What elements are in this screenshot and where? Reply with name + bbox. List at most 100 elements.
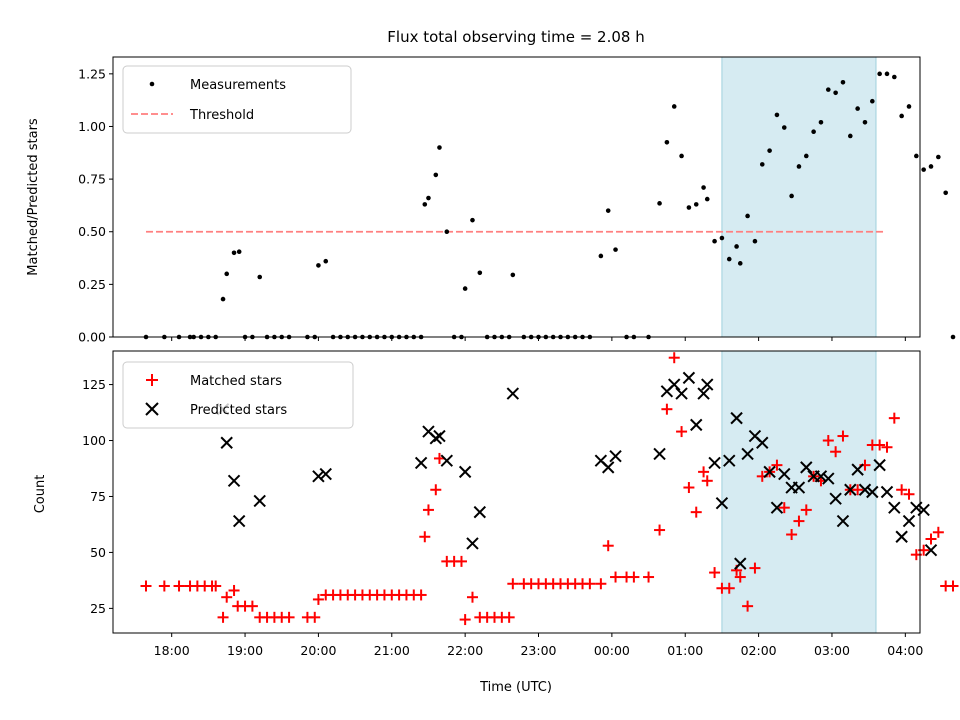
measurements-point (734, 244, 739, 249)
measurements-point (477, 270, 483, 276)
predicted-stars-point (851, 463, 864, 476)
predicted-stars-point (888, 501, 901, 514)
matched-stars-point (771, 459, 783, 471)
measurements-point (892, 74, 897, 80)
x-axis-label: Time (UTC) (479, 680, 552, 695)
matched-stars-point (246, 600, 258, 612)
matched-stars-point (459, 614, 471, 626)
matched-stars-point (628, 571, 640, 583)
x-tick-label: 04:00 (887, 643, 923, 658)
predicted-stars-point (741, 447, 754, 461)
measurements-point (462, 286, 468, 291)
ratio-legend-box (122, 65, 352, 134)
predicted-stars-point (690, 418, 703, 432)
measurements-point (701, 185, 706, 190)
matched-stars-point (283, 611, 295, 623)
x-stroke (458, 465, 472, 479)
legend-measurements-label: Measurements (190, 78, 286, 93)
x-stroke (814, 470, 828, 483)
matched-stars-point (430, 484, 442, 496)
matched-stars-point (422, 504, 434, 516)
count-y-tick-label: 50 (90, 545, 106, 560)
matched-stars-point (503, 611, 515, 623)
ratio-y-tick-label: 1.25 (78, 66, 106, 81)
measurements-point (323, 258, 329, 264)
predicted-stars-point (433, 429, 446, 443)
x-stroke (844, 483, 857, 496)
measurements-point (862, 119, 868, 125)
predicted-stars-point (715, 496, 729, 510)
count-legend-box (122, 361, 354, 429)
x-stroke (730, 411, 743, 425)
x-stroke (763, 465, 776, 479)
measurements-point (426, 195, 431, 201)
matched-stars-point (466, 591, 478, 603)
x-tick-label: 02:00 (741, 643, 777, 658)
x-stroke (756, 436, 769, 449)
x-tick-label: 23:00 (520, 643, 556, 658)
measurements-point (437, 145, 442, 150)
legend-threshold-label: Threshold (189, 108, 254, 123)
x-stroke (675, 387, 688, 400)
x-stroke (741, 447, 754, 461)
measurements-point (803, 153, 809, 159)
matched-stars-point (749, 562, 761, 574)
x-stroke (829, 492, 842, 505)
measurements-point (686, 205, 692, 210)
x-tick-label: 03:00 (814, 643, 850, 658)
matched-stars-point (723, 582, 735, 594)
measurements-point (796, 164, 802, 169)
legend-matched-label: Matched stars (190, 374, 282, 389)
matched-stars-point (661, 403, 673, 415)
matched-stars-point (643, 571, 655, 583)
measurements-point (914, 153, 919, 159)
measurements-point (444, 229, 450, 235)
x-stroke (895, 530, 908, 543)
measurements-point (759, 162, 765, 167)
predicted-stars-point (836, 514, 850, 528)
predicted-stars-point (653, 447, 666, 461)
measurements-point (943, 190, 948, 196)
measurements-point (679, 153, 684, 159)
predicted-stars-point (232, 514, 246, 528)
predicted-stars-point (902, 514, 916, 528)
measurements-point (224, 271, 230, 277)
predicted-stars-point (858, 483, 872, 496)
matched-stars-point (822, 435, 834, 447)
matched-stars-point (925, 533, 937, 545)
matched-stars-point (309, 611, 321, 623)
measurements-point (950, 334, 956, 340)
measurements-point (848, 133, 853, 139)
x-stroke (668, 378, 681, 391)
predicted-stars-point (466, 537, 479, 550)
x-stroke (312, 470, 325, 483)
predicted-stars-point (723, 454, 736, 467)
matched-stars-point (654, 524, 666, 536)
predicted-stars-point (730, 411, 743, 425)
measurements-point (704, 196, 710, 202)
matched-stars-point (419, 531, 431, 543)
measurements-point (840, 79, 846, 85)
x-stroke (690, 418, 703, 432)
count-y-tick-label: 100 (82, 433, 106, 448)
measurements-point (236, 249, 242, 255)
predicted-stars-point (756, 436, 769, 449)
x-stroke (778, 467, 791, 481)
x-tick-label: 01:00 (667, 643, 703, 658)
matched-stars-point (786, 529, 798, 541)
predicted-stars-point (770, 501, 784, 514)
predicted-stars-point (778, 467, 791, 481)
predicted-stars-point (734, 557, 747, 570)
matched-stars-point (210, 580, 222, 592)
legend-predicted-marker (145, 402, 159, 416)
predicted-stars-point (708, 456, 721, 470)
x-stroke (770, 501, 784, 514)
measurements-point (657, 201, 662, 206)
measurements-point (433, 172, 439, 178)
predicted-stars-point (880, 485, 894, 499)
matched-stars-point (800, 504, 812, 516)
matched-stars-point (947, 580, 959, 592)
count-legend: Matched stars Predicted stars (122, 361, 354, 429)
predicted-stars-point (844, 483, 857, 496)
